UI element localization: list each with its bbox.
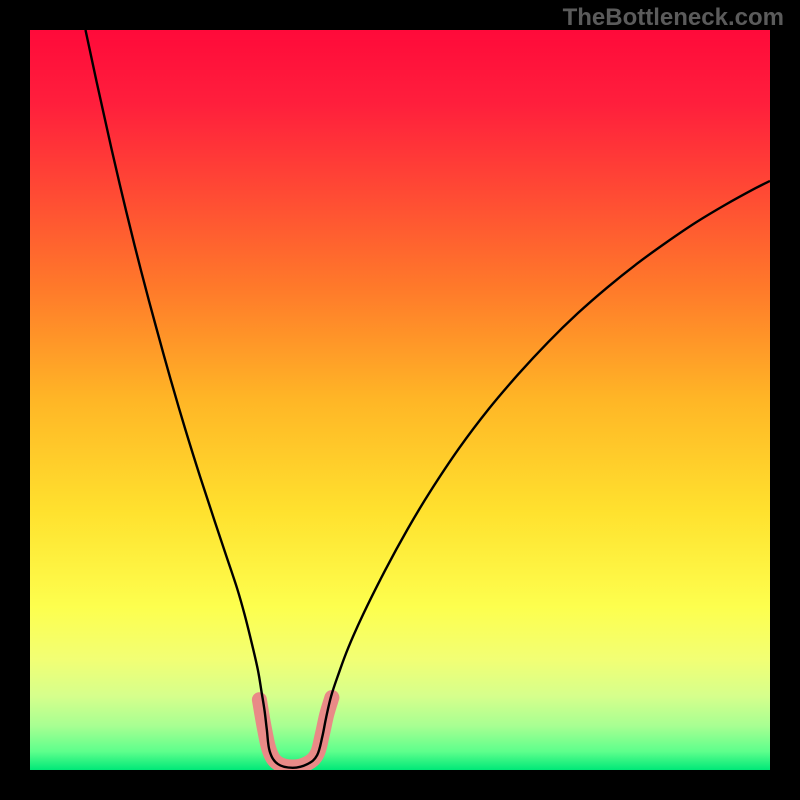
chart-svg [30,30,770,770]
plot-area [30,30,770,770]
optimal-zone-band [259,697,332,767]
bottleneck-curve [86,30,771,768]
watermark-text: TheBottleneck.com [563,4,784,32]
